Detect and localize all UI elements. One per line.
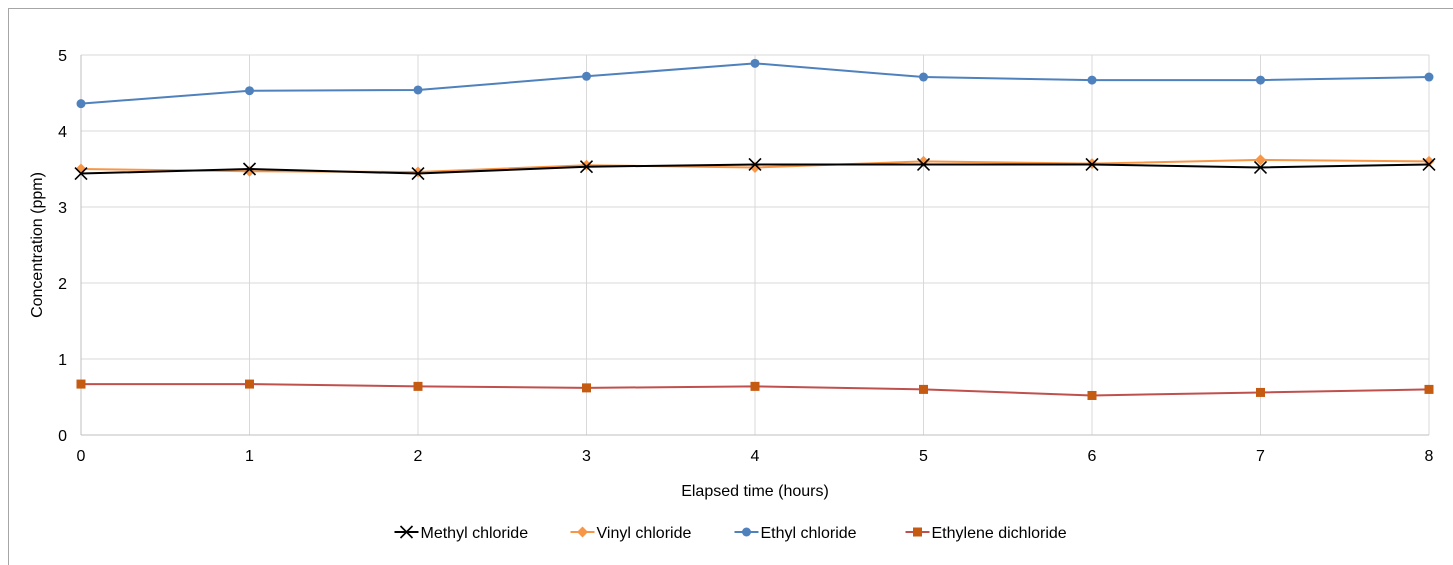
ethyl-chloride-point: [1424, 72, 1434, 82]
vinyl-chloride-point: [244, 165, 255, 177]
legend-item-vinyl-chloride: Vinyl chloride: [570, 525, 692, 542]
y-axis-title: Concentration (ppm): [29, 172, 46, 318]
marker-stroke: [748, 157, 762, 172]
marker-stroke: [1253, 160, 1268, 175]
y-tick-label: 4: [58, 124, 67, 141]
series-layer: [74, 58, 1436, 400]
methyl-chloride-series: [74, 157, 1436, 181]
ethylene-dichloride-point: [750, 381, 760, 391]
ethyl-chloride-point: [76, 99, 86, 109]
ethylene-dichloride-point: [1424, 384, 1434, 394]
methyl-chloride-point: [579, 160, 594, 174]
marker-stroke: [399, 525, 414, 539]
x-tick-label: 4: [751, 448, 760, 465]
legend-label: Vinyl chloride: [597, 525, 692, 542]
marker-stroke: [1422, 157, 1436, 172]
y-tick-label: 0: [58, 428, 67, 445]
ethylene-dichloride-point: [1087, 390, 1097, 400]
vinyl-chloride-point: [1255, 154, 1266, 166]
legend-label: Ethyl chloride: [761, 525, 857, 542]
gridlines: [81, 54, 1430, 435]
methyl-chloride-point: [411, 166, 425, 181]
y-tick-label: 1: [58, 352, 67, 369]
x-tick-label: 3: [582, 448, 591, 465]
marker-stroke: [74, 166, 88, 181]
legend: Methyl chloride Vinyl chloride Ethyl chlor…: [394, 525, 1067, 542]
y-tick-label: 2: [58, 276, 67, 293]
legend-swatch-marker: [399, 525, 414, 539]
ethyl-chloride-point: [245, 86, 254, 96]
ethyl-chloride-point: [1256, 75, 1265, 85]
ethylene-dichloride-point: [76, 379, 86, 389]
axes: 0 1 2 3 4 5 0 1 2 3 4 5 6 7 8: [58, 48, 1433, 465]
marker-stroke: [1085, 157, 1099, 172]
marker-stroke: [579, 160, 594, 174]
marker-stroke: [242, 162, 257, 176]
methyl-chloride-point: [1422, 157, 1436, 172]
methyl-chloride-point: [1085, 157, 1099, 172]
ethylene-dichloride-point: [413, 381, 423, 391]
legend-item-ethylene-dichloride: Ethylene dichloride: [905, 525, 1067, 542]
x-tick-label: 5: [919, 448, 928, 465]
ethyl-chloride-series: [76, 58, 1434, 109]
methyl-chloride-point: [242, 162, 257, 176]
legend-label: Ethylene dichloride: [932, 525, 1067, 542]
x-axis-title: Elapsed time (hours): [681, 483, 829, 500]
ethylene-dichloride-point: [919, 384, 928, 394]
legend-swatch-marker: [577, 526, 588, 538]
x-tick-label: 6: [1088, 448, 1097, 465]
legend-swatch-marker: [742, 527, 751, 537]
x-tick-label: 1: [245, 448, 254, 465]
x-tick-label: 8: [1425, 448, 1434, 465]
chart-frame: [8, 8, 1453, 565]
y-tick-label: 5: [58, 48, 67, 65]
ethylene-dichloride-point: [1256, 387, 1265, 397]
x-tick-label: 0: [77, 448, 86, 465]
methyl-chloride-point: [74, 166, 88, 181]
x-tick-label: 2: [414, 448, 423, 465]
methyl-chloride-point: [748, 157, 762, 172]
ethyl-chloride-point: [582, 71, 591, 81]
legend-swatch-marker: [913, 527, 922, 537]
ethyl-chloride-point: [919, 72, 928, 82]
methyl-chloride-point: [916, 157, 931, 172]
y-tick-label: 3: [58, 200, 67, 217]
ethylene-dichloride-point: [582, 383, 591, 393]
ethyl-chloride-point: [413, 85, 423, 95]
ethyl-chloride-point: [750, 58, 760, 68]
vinyl-chloride-point: [581, 159, 592, 171]
legend-item-ethyl-chloride: Ethyl chloride: [734, 525, 857, 542]
ethyl-chloride-point: [1087, 75, 1097, 85]
ethylene-dichloride-series: [76, 379, 1434, 400]
methyl-chloride-point: [1253, 160, 1268, 175]
x-tick-label: 7: [1256, 448, 1265, 465]
legend-item-methyl-chloride: Methyl chloride: [394, 525, 529, 542]
vinyl-chloride-point: [412, 166, 424, 178]
ethylene-dichloride-point: [245, 379, 254, 389]
legend-label: Methyl chloride: [421, 525, 529, 542]
marker-stroke: [411, 166, 425, 181]
marker-stroke: [916, 157, 931, 172]
